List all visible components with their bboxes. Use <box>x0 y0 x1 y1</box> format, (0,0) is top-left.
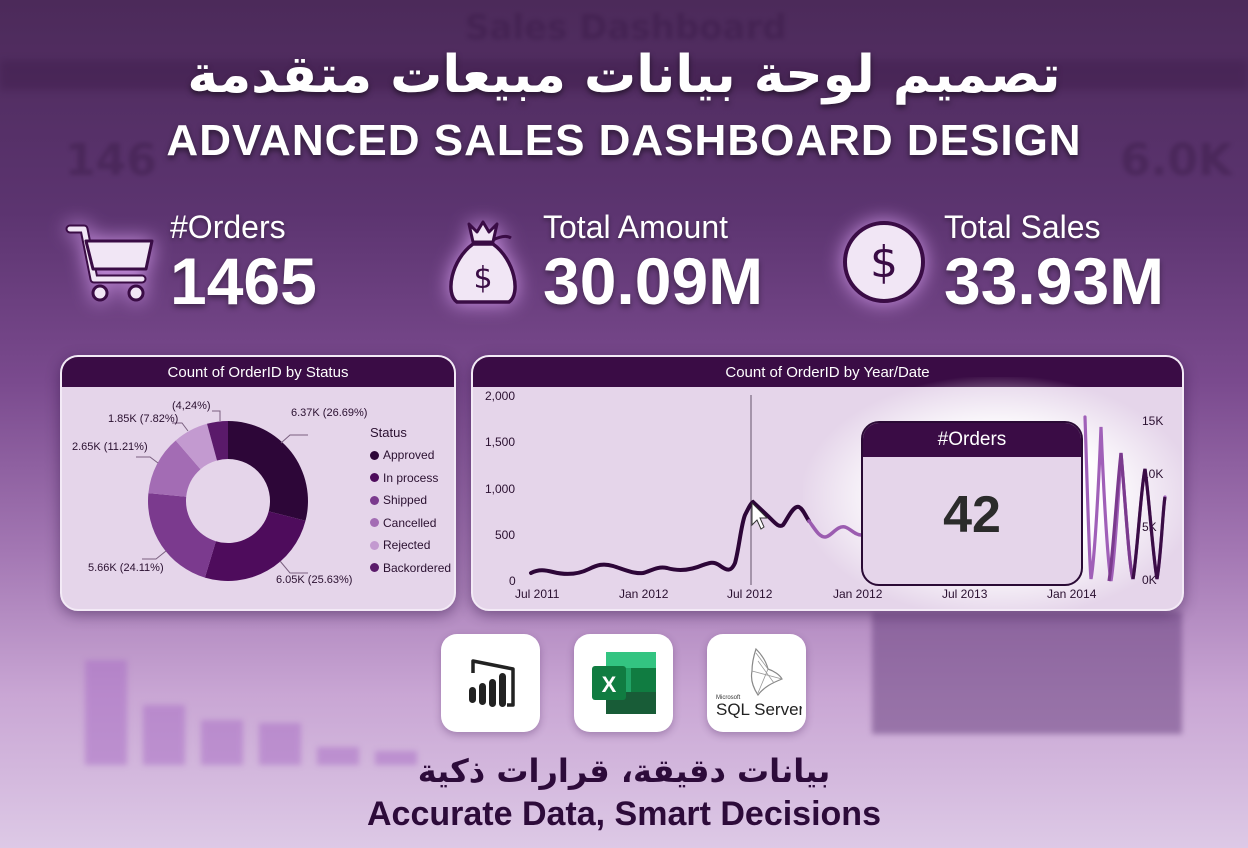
legend-label: Rejected <box>383 538 431 553</box>
y-tick-left: 1,000 <box>485 482 516 496</box>
background-ghost-title: Sales Dashboard <box>465 8 787 48</box>
tool-icons-row: X Microsoft SQL Server <box>441 634 806 732</box>
y-tick-left: 2,000 <box>485 389 516 403</box>
legend-label: In process <box>383 470 439 485</box>
orders-tooltip-card: #Orders 42 <box>861 421 1083 586</box>
kpi-total-amount-label: Total Amount <box>543 209 728 245</box>
kpi-total-sales: $ Total Sales 33.93M <box>836 208 1164 316</box>
orders-line-card: Count of OrderID by Year/Date 2,000 1,50… <box>471 355 1184 611</box>
svg-text:SQL Server: SQL Server <box>716 700 802 719</box>
footer-tagline: بيانات دقيقة، قرارات ذكية Accurate Data,… <box>0 750 1248 836</box>
tagline-arabic: بيانات دقيقة، قرارات ذكية <box>417 752 831 790</box>
sql-server-icon: Microsoft SQL Server <box>707 634 806 732</box>
page-header: تصميم لوحة بيانات مبيعات متقدمة ADVANCED… <box>0 40 1248 166</box>
legend-item-in-process[interactable]: In process <box>370 467 451 490</box>
sql-brand-text: Microsoft <box>716 695 741 701</box>
legend-label: Shipped <box>383 493 428 508</box>
kpi-total-sales-value: 33.93M <box>944 244 1165 318</box>
kpi-orders-value: 1465 <box>170 244 317 318</box>
legend-label: Approved <box>383 448 435 463</box>
svg-text:$: $ <box>870 237 898 288</box>
title-english: ADVANCED SALES DASHBOARD DESIGN <box>166 116 1082 165</box>
orders-line-chart[interactable] <box>473 357 1184 611</box>
status-legend: Status Approved In process Shipped Cance… <box>370 425 451 579</box>
x-tick: Jul 2011 <box>515 587 560 601</box>
excel-glyph: X <box>601 672 616 697</box>
orders-tooltip-value: 42 <box>943 486 1001 544</box>
power-bi-icon <box>441 634 540 732</box>
donut-label-in-process: 6.05K (25.63%) <box>276 574 353 586</box>
y-tick-right: 0K <box>1142 573 1157 587</box>
donut-label-cancelled: 2.65K (11.21%) <box>72 441 148 453</box>
y-tick-right: 15K <box>1142 414 1164 428</box>
background-ghost-panel <box>872 612 1182 734</box>
tagline-english: Accurate Data, Smart Decisions <box>367 795 881 833</box>
y-tick-left: 1,500 <box>485 435 516 449</box>
legend-item-backordered[interactable]: Backordered <box>370 557 451 580</box>
legend-title: Status <box>370 425 407 440</box>
status-donut-card: Count of OrderID by Status 6.37K (26.69%… <box>60 355 456 611</box>
x-tick: Jan 2012 <box>833 587 883 601</box>
x-tick: Jan 2014 <box>1047 587 1097 601</box>
orders-tooltip-title: #Orders <box>863 423 1081 457</box>
svg-text:$: $ <box>473 261 492 296</box>
kpi-orders-label: #Orders <box>170 209 286 245</box>
legend-item-shipped[interactable]: Shipped <box>370 489 451 512</box>
kpi-total-sales-label: Total Sales <box>944 209 1101 245</box>
background-ghost-value-right: 6.0K <box>1120 135 1233 186</box>
status-donut-title: Count of OrderID by Status <box>62 357 454 387</box>
background-ghost-bar-chart <box>85 655 425 765</box>
kpi-total-amount-value: 30.09M <box>543 244 764 318</box>
money-bag-icon: $ <box>435 214 531 310</box>
legend-item-cancelled[interactable]: Cancelled <box>370 512 451 535</box>
kpi-total-amount: $ Total Amount 30.09M <box>435 208 763 316</box>
dollar-circle-icon: $ <box>836 214 932 310</box>
title-arabic: تصميم لوحة بيانات مبيعات متقدمة <box>187 45 1061 105</box>
legend-item-rejected[interactable]: Rejected <box>370 534 451 557</box>
background-ghost-band <box>0 60 1248 90</box>
legend-label: Cancelled <box>383 515 437 530</box>
y-tick-left: 0 <box>509 574 516 588</box>
x-tick: Jul 2012 <box>727 587 773 601</box>
background-ghost-value-left: 146 <box>65 135 157 186</box>
kpi-orders: #Orders 1465 <box>62 208 317 316</box>
donut-label-rejected: 1.85K (7.82%) <box>108 413 179 425</box>
donut-label-approved: 6.37K (26.69%) <box>291 407 368 419</box>
shopping-cart-icon <box>62 214 158 310</box>
donut-label-shipped: 5.66K (24.11%) <box>88 562 164 574</box>
donut-label-backordered: (4,24%) <box>172 400 211 412</box>
y-tick-left: 500 <box>495 528 516 542</box>
excel-icon: X <box>574 634 673 732</box>
x-tick: Jan 2012 <box>619 587 669 601</box>
x-tick: Jul 2013 <box>942 587 988 601</box>
legend-item-approved[interactable]: Approved <box>370 444 451 467</box>
legend-label: Backordered <box>383 560 452 575</box>
status-donut-chart[interactable] <box>62 387 456 611</box>
